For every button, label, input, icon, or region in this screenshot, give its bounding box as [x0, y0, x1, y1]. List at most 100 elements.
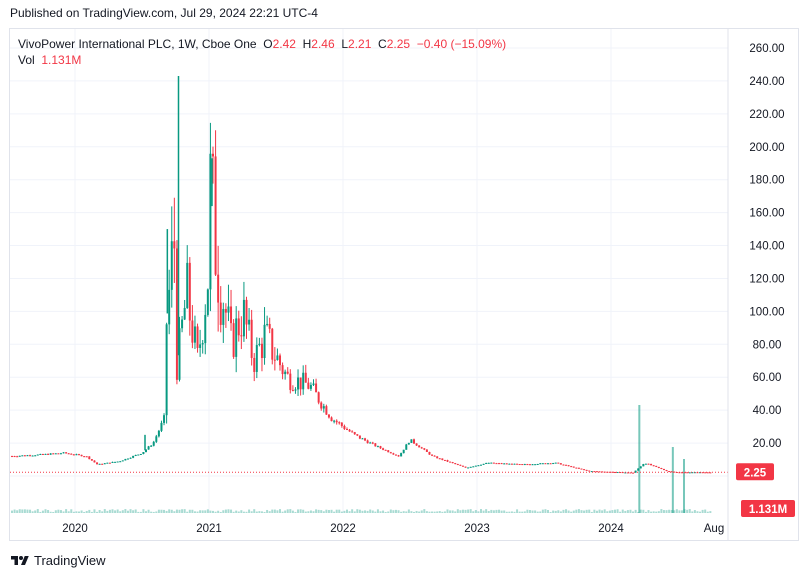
candle-body — [624, 472, 627, 474]
volume-bar — [544, 509, 547, 513]
volume-bar — [454, 511, 457, 513]
volume-bar — [266, 509, 269, 513]
candle-body — [562, 464, 565, 466]
candle-body — [480, 464, 482, 466]
candle-body — [436, 456, 439, 459]
volume-bar — [423, 509, 426, 513]
candle-body — [157, 430, 160, 437]
candle-body — [361, 438, 364, 440]
candle-body — [248, 319, 251, 325]
candle-body — [601, 471, 604, 473]
chart-frame — [9, 28, 799, 541]
candle-body — [670, 471, 673, 473]
volume-bar — [88, 509, 91, 513]
volume-bar — [353, 511, 356, 513]
volume-bar — [59, 510, 62, 513]
volume-bar — [49, 511, 52, 513]
candle-body — [616, 472, 619, 474]
candle-body — [614, 472, 616, 474]
volume-bar — [297, 509, 300, 513]
x-tick-label: 2020 — [62, 523, 88, 535]
y-tick-label: 220.00 — [749, 109, 784, 121]
candle-body — [188, 262, 191, 321]
candle-body — [371, 442, 374, 444]
candle-body — [660, 468, 663, 470]
volume-bar — [704, 509, 707, 513]
volume-bar — [160, 509, 163, 513]
tradingview-logo-icon — [11, 555, 29, 565]
candle-body — [593, 471, 596, 473]
volume-bar — [286, 509, 289, 513]
volume-bar — [531, 510, 534, 513]
candle-body — [304, 372, 307, 383]
candle-body — [701, 472, 704, 474]
candle-body — [353, 432, 356, 435]
volume-bar — [322, 511, 325, 513]
volume-bar — [356, 509, 359, 513]
candle-body — [62, 452, 65, 454]
candle-body — [413, 439, 415, 444]
candle-body — [477, 465, 480, 467]
candle-body — [513, 463, 516, 465]
volume-bar — [513, 511, 516, 513]
footer-brand: TradingView — [34, 553, 106, 568]
volume-bar — [106, 510, 109, 513]
volume-bar — [495, 509, 498, 513]
candle-body — [557, 462, 560, 464]
candle-body — [281, 365, 284, 375]
candle-body — [85, 456, 88, 458]
volume-bar — [505, 511, 508, 513]
volume-bar — [552, 510, 555, 513]
candle-body — [580, 468, 583, 470]
candle-body — [18, 455, 21, 457]
candle-body — [340, 422, 343, 426]
candle-body — [240, 335, 243, 337]
volume-bar — [590, 511, 593, 513]
volume-bar — [446, 509, 449, 513]
candle-body — [83, 456, 86, 458]
candle-body — [657, 466, 660, 469]
volume-bar — [351, 509, 354, 513]
volume-bar — [382, 510, 385, 513]
volume-bar — [461, 509, 464, 513]
candle-body — [482, 463, 485, 465]
volume-bar — [302, 509, 305, 513]
legend-close-value: 2.25 — [386, 37, 411, 51]
volume-bar — [577, 509, 580, 513]
y-tick-label: 120.00 — [749, 273, 784, 285]
volume-bar — [70, 509, 73, 513]
volume-bar — [521, 511, 524, 513]
candle-body — [673, 471, 676, 473]
candle-body — [142, 452, 145, 454]
x-tick-label: Aug — [704, 523, 724, 535]
candle-body — [124, 458, 127, 461]
candle-body — [572, 466, 575, 468]
candle-body — [72, 454, 75, 456]
candle-body — [567, 465, 570, 467]
volume-bar — [420, 510, 423, 513]
candle-body — [523, 464, 526, 466]
candles — [11, 75, 712, 474]
candle-body — [418, 445, 421, 448]
footer[interactable]: TradingView — [10, 553, 106, 568]
candle-body — [500, 463, 503, 465]
volume-bar — [413, 511, 415, 513]
candle-body — [570, 466, 573, 468]
candle-body — [665, 470, 668, 472]
volume-spike — [683, 459, 685, 513]
legend-low-label: L — [341, 37, 349, 51]
legend-volume-row: Vol 1.131M — [18, 52, 506, 68]
candle-body — [647, 463, 650, 465]
volume-bar — [490, 509, 493, 513]
candle-body — [59, 453, 62, 455]
candle-body — [26, 455, 29, 457]
candle-body — [181, 319, 184, 329]
volume-bar — [116, 509, 119, 513]
volume-bar — [335, 509, 338, 513]
candle-body — [461, 465, 464, 467]
volume-bar — [557, 510, 560, 513]
volume-bar — [343, 510, 346, 513]
candle-body — [575, 467, 578, 469]
volume-bar — [691, 511, 694, 513]
